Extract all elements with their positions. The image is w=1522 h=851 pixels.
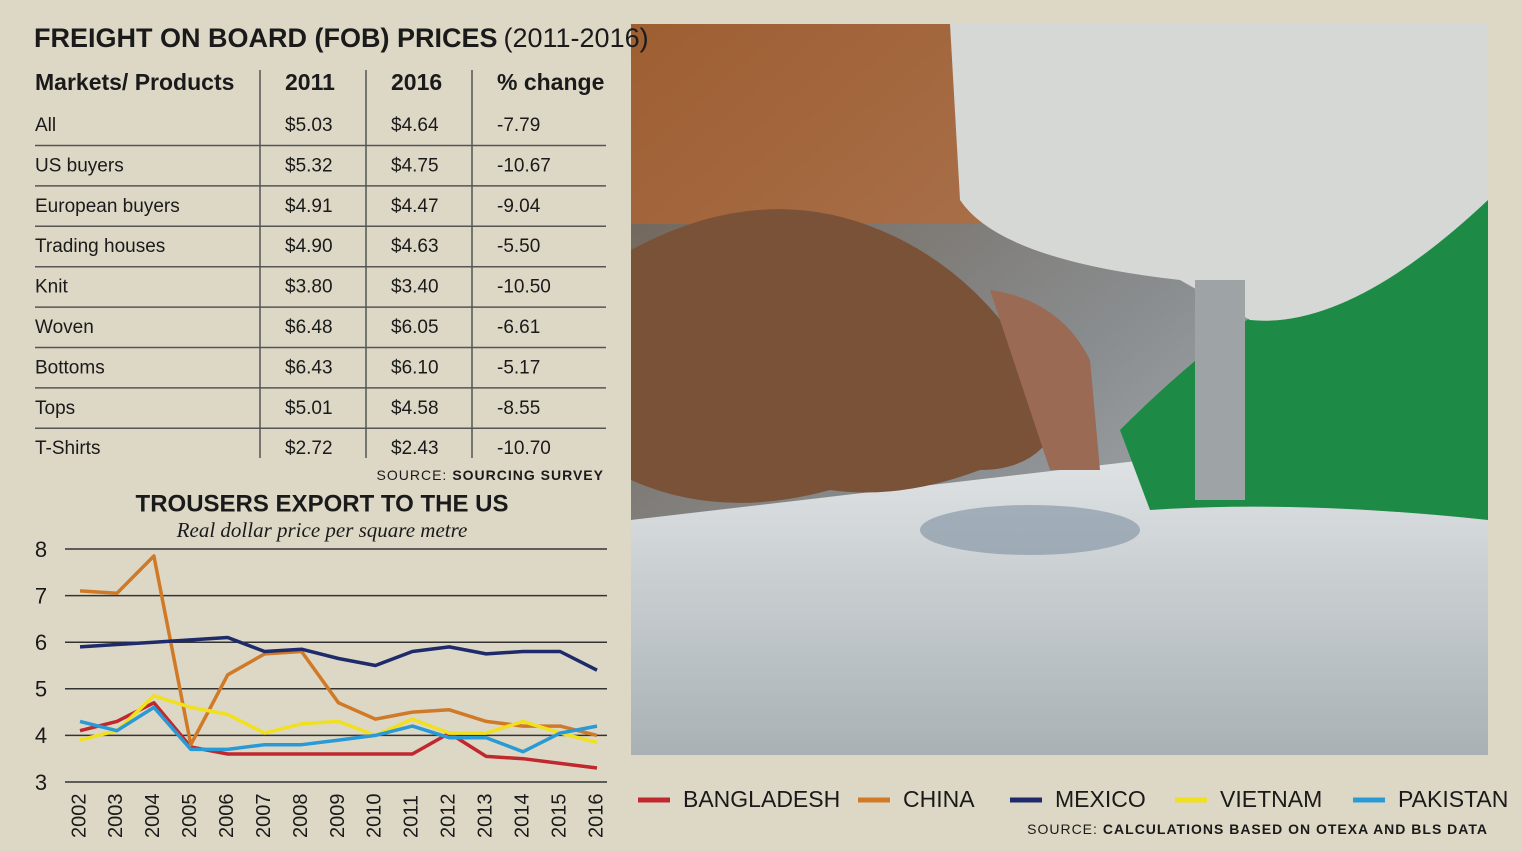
table-source: SOURCE: SOURCING SURVEY [377, 467, 604, 483]
photo-plate [920, 505, 1140, 555]
x-tick-label: 2005 [179, 794, 201, 839]
x-tick-label: 2016 [585, 794, 607, 839]
x-tick-label: 2013 [474, 794, 496, 839]
x-tick-label: 2008 [290, 794, 312, 839]
row-label: Knit [35, 277, 68, 298]
source-label: SOURCE: [377, 467, 448, 483]
legend-label: MEXICO [1055, 786, 1146, 812]
y-tick-label: 4 [35, 723, 47, 748]
table-cell: $6.48 [285, 317, 333, 338]
table-cell: $4.58 [391, 398, 439, 419]
x-tick-label: 2004 [142, 794, 164, 839]
row-label: Trading houses [35, 236, 165, 257]
photo [631, 24, 1488, 755]
table-header: % change [497, 69, 604, 95]
legend-label: CHINA [903, 786, 975, 812]
table-title-main: FREIGHT ON BOARD (FOB) PRICES [34, 23, 498, 53]
table-cell: -6.61 [497, 317, 540, 338]
row-label: T-Shirts [35, 438, 100, 459]
y-tick-label: 5 [35, 677, 47, 702]
table-cell: -10.70 [497, 438, 551, 459]
table-cell: $5.32 [285, 155, 333, 176]
legend-label: BANGLADESH [683, 786, 840, 812]
y-tick-label: 8 [35, 537, 47, 562]
fob-table: FREIGHT ON BOARD (FOB) PRICES (2011-2016)… [34, 23, 649, 483]
table-cell: $5.01 [285, 398, 333, 419]
table-cell: $4.75 [391, 155, 439, 176]
table-header: 2011 [285, 69, 335, 95]
table-cell: $2.43 [391, 438, 439, 459]
table-cell: -9.04 [497, 196, 541, 217]
x-tick-label: 2006 [216, 794, 238, 839]
source-text: SOURCING SURVEY [452, 467, 604, 483]
table-cell: -5.17 [497, 357, 540, 378]
x-tick-label: 2015 [548, 794, 570, 839]
x-tick-label: 2009 [327, 794, 349, 839]
chart-title: TROUSERS EXPORT TO THE US [136, 490, 509, 517]
chart-source: SOURCE: CALCULATIONS BASED ON OTEXA AND B… [1027, 821, 1488, 837]
photo-machine [950, 24, 1488, 321]
x-tick-label: 2010 [364, 794, 386, 839]
x-tick-label: 2003 [105, 794, 127, 839]
table-header: Markets/ Products [35, 69, 234, 95]
table-title-years: (2011-2016) [504, 23, 649, 53]
photo-needle-bar [1195, 280, 1245, 500]
photo-fingers [990, 290, 1100, 470]
table-cell: $4.64 [391, 115, 439, 136]
table-cell: $3.40 [391, 277, 439, 298]
photo-hand [631, 209, 1060, 503]
table-cell: -10.50 [497, 277, 551, 298]
table-cell: -5.50 [497, 236, 540, 257]
row-label: All [35, 115, 56, 136]
row-label: Bottoms [35, 357, 105, 378]
x-tick-label: 2014 [511, 794, 533, 839]
series-line [79, 705, 598, 754]
series-line [79, 694, 598, 745]
table-cell: -10.67 [497, 155, 551, 176]
table-title: FREIGHT ON BOARD (FOB) PRICES (2011-2016) [34, 23, 649, 53]
series-line [79, 635, 598, 672]
y-tick-label: 6 [35, 630, 47, 655]
table-cell: $5.03 [285, 115, 333, 136]
chart-subtitle: Real dollar price per square metre [176, 518, 468, 542]
table-cell: -7.79 [497, 115, 540, 136]
photo-orange [631, 24, 981, 224]
source-text: CALCULATIONS BASED ON OTEXA AND BLS DATA [1103, 821, 1488, 837]
row-label: Tops [35, 398, 75, 419]
table-cell: $6.10 [391, 357, 439, 378]
x-tick-label: 2012 [438, 794, 460, 839]
source-label: SOURCE: [1027, 821, 1098, 837]
y-tick-label: 7 [35, 583, 47, 608]
table-cell: $2.72 [285, 438, 333, 459]
table-cell: $4.63 [391, 236, 439, 257]
row-label: European buyers [35, 196, 180, 217]
x-tick-label: 2011 [401, 795, 423, 838]
table-cell: $4.47 [391, 196, 439, 217]
table-cell: $6.05 [391, 317, 439, 338]
table-cell: -8.55 [497, 398, 540, 419]
y-tick-label: 3 [35, 770, 47, 795]
legend-label: PAKISTAN [1398, 786, 1508, 812]
series-line [79, 701, 598, 770]
row-label: Woven [35, 317, 94, 338]
table-header: 2016 [391, 69, 442, 95]
table-cell: $6.43 [285, 357, 333, 378]
table-cell: $4.90 [285, 236, 333, 257]
table-cell: $4.91 [285, 196, 333, 217]
x-tick-label: 2002 [68, 794, 90, 839]
x-tick-label: 2007 [253, 794, 275, 839]
legend-label: VIETNAM [1220, 786, 1322, 812]
table-cell: $3.80 [285, 277, 333, 298]
row-label: US buyers [35, 155, 124, 176]
